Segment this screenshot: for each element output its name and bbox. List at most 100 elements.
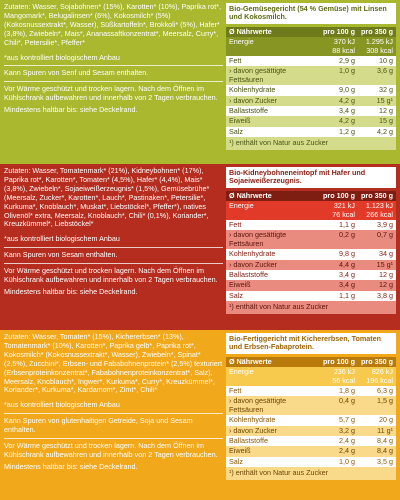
table-row: Ballaststoffe 3,4 g 12 g [226,106,396,117]
nutrition-table: Ø Nährwerte pro 100 g pro 350 g Energie 3… [226,190,396,302]
value-100g: 3,2 g [339,425,355,435]
product-section-chickpea-dish: Zutaten: Wasser, Tomaten* (15%), Kichere… [0,330,400,500]
row-label: Kohlenhydrate [229,415,276,425]
organic-note: *aus kontrolliert biologischem Anbau [4,400,120,410]
header-cell: pro 100 g [323,26,355,36]
value-100g: 5,7 g [339,415,355,425]
row-label: Fett [229,56,242,66]
nutrition-table: Ø Nährwerte pro 100 g pro 350 g Energie 3… [226,26,396,138]
row-label: Kohlenhydrate [229,249,276,259]
row-label: › davon Zucker [229,259,277,269]
value-100g: 1,0 g [339,456,355,466]
table-row: Energie 370 kJ 88 kcal 1.295 kJ 308 kcal [226,37,396,57]
best-before-note: Mindestens haltbar bis: siehe Deckelrand… [4,461,138,471]
table-row: › davon gesättigte Fettsäuren 1,0 g 3,6 g [226,66,396,86]
value-350g: 1.123 kJ 266 kcal [365,201,393,219]
header-cell: pro 350 g [361,26,393,36]
row-label: Salz [229,456,243,466]
value-350g: 15 g¹ [376,259,393,269]
allergen-note: Kann Spuren von glutenhaltigen Getreide,… [4,416,193,435]
header-cell: pro 350 g [361,356,393,366]
value-100g: 3,4 g [339,106,355,116]
value-350g: 6,3 g [377,386,393,396]
value-350g: 8,4 g [377,446,393,456]
row-label: Salz [229,290,243,300]
nutrition-table: Ø Nährwerte pro 100 g pro 350 g Energie 2… [226,356,396,468]
sugar-footnote: ¹) enthält von Natur aus Zucker [226,467,396,480]
best-before-note: Mindestens haltbar bis: siehe Deckelrand… [4,286,138,296]
value-350g: 15 g [379,116,393,126]
value-350g: 3,6 g [377,66,393,76]
table-header-row: Ø Nährwerte pro 100 g pro 350 g [226,190,396,202]
table-row: Eiweiß 4,2 g 15 g [226,116,396,127]
label-text-column: Zutaten: Wasser, Sojabohnen* (15%), Karo… [4,2,223,118]
product-section-vegetable-dish: Zutaten: Wasser, Sojabohnen* (15%), Karo… [0,0,400,164]
table-row: Eiweiß 3,4 g 12 g [226,280,396,291]
product-title: Bio-Kidneybohneneintopf mit Hafer und So… [226,167,396,188]
value-350g: 826 kJ 196 kcal [366,367,393,385]
table-row: › davon Zucker 4,2 g 15 g¹ [226,95,396,107]
row-label: Ballaststoffe [229,436,269,446]
value-100g: 0,4 g [339,396,355,406]
value-100g: 3,4 g [339,280,355,290]
row-label: Ballaststoffe [229,270,269,280]
divider [4,65,223,67]
header-cell: pro 100 g [323,356,355,366]
row-label: › davon gesättigte Fettsäuren [229,66,287,84]
value-350g: 12 g [379,270,393,280]
organic-note: *aus kontrolliert biologischem Anbau [4,52,120,62]
header-cell: Ø Nährwerte [229,356,272,366]
value-100g: 1,1 g [339,220,355,230]
value-100g: 4,2 g [339,95,355,105]
header-cell: pro 350 g [361,190,393,200]
table-row: Salz 1,0 g 3,5 g [226,456,396,468]
value-350g: 8,4 g [377,436,393,446]
value-350g: 1.295 kJ 308 kcal [365,37,393,55]
value-350g: 3,5 g [377,456,393,466]
table-row: › davon Zucker 3,2 g 11 g¹ [226,425,396,437]
table-row: › davon Zucker 4,4 g 15 g¹ [226,259,396,271]
divider [4,81,223,83]
row-label: Energie [229,37,254,47]
row-label: Salz [229,126,243,136]
nutrition-panel: Bio-Fertiggericht mit Kichererbsen, Toma… [226,333,396,480]
header-cell: Ø Nährwerte [229,26,272,36]
value-100g: 2,4 g [339,446,355,456]
ingredients-text: Zutaten: Wasser, Tomatenmark* (21%), Kid… [4,166,210,229]
table-row: Salz 1,2 g 4,2 g [226,126,396,138]
value-100g: 1,2 g [339,126,355,136]
value-100g: 9,0 g [339,85,355,95]
sugar-footnote: ¹) enthält von Natur aus Zucker [226,137,396,150]
divider [4,438,223,440]
divider [4,263,223,265]
value-350g: 3,8 g [377,290,393,300]
value-100g: 370 kJ 88 kcal [332,37,355,55]
row-label: Fett [229,386,242,396]
row-label: › davon gesättigte Fettsäuren [229,396,287,414]
value-100g: 1,0 g [339,66,355,76]
value-350g: 4,2 g [377,126,393,136]
product-section-kidney-bean-stew: Zutaten: Wasser, Tomatenmark* (21%), Kid… [0,164,400,330]
storage-note: Vor Wärme geschützt und trocken lagern. … [4,84,218,103]
ingredients-text: Zutaten: Wasser, Sojabohnen* (15%), Karo… [4,2,222,47]
product-title: Bio-Fertiggericht mit Kichererbsen, Toma… [226,333,396,354]
value-100g: 0,2 g [339,230,355,240]
table-row: Ballaststoffe 2,4 g 8,4 g [226,436,396,447]
table-row: › davon gesättigte Fettsäuren 0,2 g 0,7 g [226,230,396,250]
table-row: Kohlenhydrate 9,8 g 34 g [226,249,396,260]
row-label: Fett [229,220,242,230]
row-label: Ballaststoffe [229,106,269,116]
value-100g: 236 kJ 56 kcal [332,367,355,385]
table-row: Kohlenhydrate 5,7 g 20 g [226,415,396,426]
divider [4,247,223,249]
ingredients-text: Zutaten: Wasser, Tomaten* (15%), Kichere… [4,332,223,395]
value-100g: 4,2 g [339,116,355,126]
table-row: Eiweiß 2,4 g 8,4 g [226,446,396,457]
value-100g: 1,8 g [339,386,355,396]
storage-note: Vor Wärme geschützt und trocken lagern. … [4,266,218,285]
row-label: › davon Zucker [229,425,277,435]
value-350g: 34 g [379,249,393,259]
value-350g: 0,7 g [377,230,393,240]
organic-note: *aus kontrolliert biologischem Anbau [4,234,120,244]
table-row: Kohlenhydrate 9,0 g 32 g [226,85,396,96]
